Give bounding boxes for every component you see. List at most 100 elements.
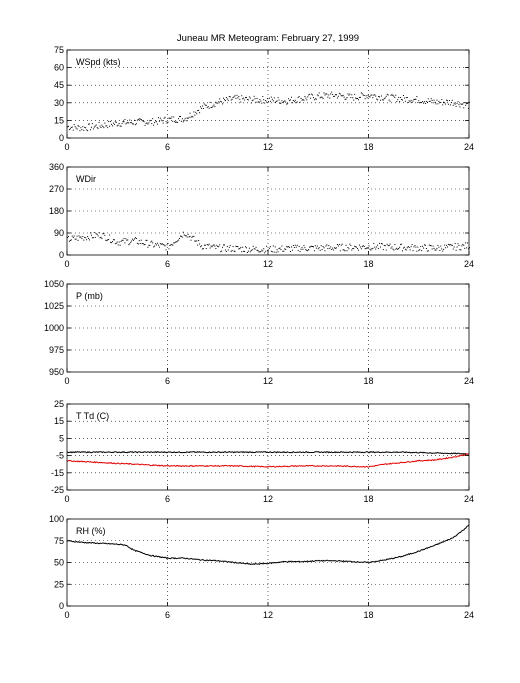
data-point [223, 244, 225, 246]
data-point [149, 120, 151, 122]
data-point [67, 237, 68, 239]
data-point [274, 102, 276, 104]
data-point [337, 245, 339, 247]
data-point [102, 233, 104, 235]
x-tick-label: 24 [464, 259, 474, 269]
data-point [226, 98, 228, 100]
data-point [162, 122, 164, 124]
data-point [182, 231, 184, 233]
data-point [257, 101, 259, 103]
data-point [111, 242, 113, 244]
y-tick-label: 270 [49, 184, 64, 194]
data-point [150, 119, 152, 121]
data-point [80, 127, 82, 129]
data-point [202, 107, 204, 109]
data-point [134, 119, 135, 121]
data-point [281, 100, 283, 102]
data-point [391, 246, 393, 248]
data-point [309, 246, 311, 248]
data-point [138, 118, 140, 120]
data-point [175, 241, 177, 243]
data-point [108, 121, 110, 123]
data-point [256, 98, 258, 100]
data-point [199, 112, 201, 114]
data-point [245, 96, 247, 98]
data-point [440, 245, 442, 247]
data-point [303, 99, 305, 101]
data-point [297, 250, 299, 252]
data-point [219, 244, 221, 246]
data-point [99, 237, 101, 239]
data-point [335, 247, 336, 249]
data-point [221, 250, 223, 252]
data-point [178, 237, 180, 239]
data-point [401, 243, 403, 245]
data-point [259, 99, 261, 101]
panel-relative-humidity: 0 6 12 18 24 0 25 50 75 100 RH (%) [49, 514, 474, 620]
data-point [153, 246, 155, 248]
data-point [104, 122, 106, 124]
data-point [269, 246, 271, 248]
data-point [252, 245, 254, 247]
data-point [249, 97, 251, 99]
data-point [180, 120, 182, 122]
data-point [360, 92, 362, 94]
data-point [324, 94, 326, 96]
data-point [385, 95, 387, 97]
data-point [130, 241, 132, 243]
data-point [187, 233, 189, 235]
data-point [100, 126, 102, 128]
data-point [258, 101, 260, 103]
data-point [77, 125, 79, 127]
y-tick-label: 5 [59, 433, 64, 443]
data-point [129, 243, 131, 245]
data-point [195, 111, 197, 113]
data-point [112, 239, 114, 241]
data-point [182, 121, 184, 123]
data-point [358, 244, 360, 246]
data-point [465, 104, 467, 106]
data-point [222, 246, 224, 248]
data-point [327, 96, 329, 98]
data-point [285, 101, 287, 103]
data-point [418, 249, 420, 251]
data-point [265, 250, 267, 252]
data-point [242, 98, 244, 100]
data-point [277, 251, 279, 253]
data-point [326, 244, 328, 246]
data-point [72, 236, 74, 238]
data-point [421, 250, 423, 252]
data-point [229, 96, 231, 98]
data-point [372, 247, 374, 249]
data-point [377, 99, 379, 101]
data-point [275, 251, 277, 253]
data-point [353, 248, 355, 250]
data-point [315, 247, 317, 249]
data-point [174, 242, 176, 244]
data-point [398, 97, 400, 99]
data-point [228, 246, 230, 248]
data-point [279, 247, 281, 249]
data-point [334, 247, 336, 249]
data-point [262, 96, 264, 98]
y-tick-label: -15 [51, 468, 64, 478]
data-point [140, 239, 142, 241]
data-point [211, 246, 213, 248]
x-tick-label: 0 [64, 610, 69, 620]
data-point [402, 247, 404, 249]
data-point [463, 244, 465, 246]
x-tick-label: 18 [363, 610, 373, 620]
data-point [92, 237, 94, 239]
data-point [392, 94, 394, 96]
data-point [330, 93, 332, 95]
data-point [139, 243, 141, 245]
data-point [88, 123, 90, 125]
data-point [244, 251, 246, 253]
data-point [325, 245, 327, 247]
data-point [447, 243, 449, 245]
data-point [438, 100, 440, 102]
data-point [207, 244, 209, 246]
data-point [147, 246, 149, 248]
x-tick-label: 18 [363, 494, 373, 504]
x-tick-label: 24 [464, 376, 474, 386]
